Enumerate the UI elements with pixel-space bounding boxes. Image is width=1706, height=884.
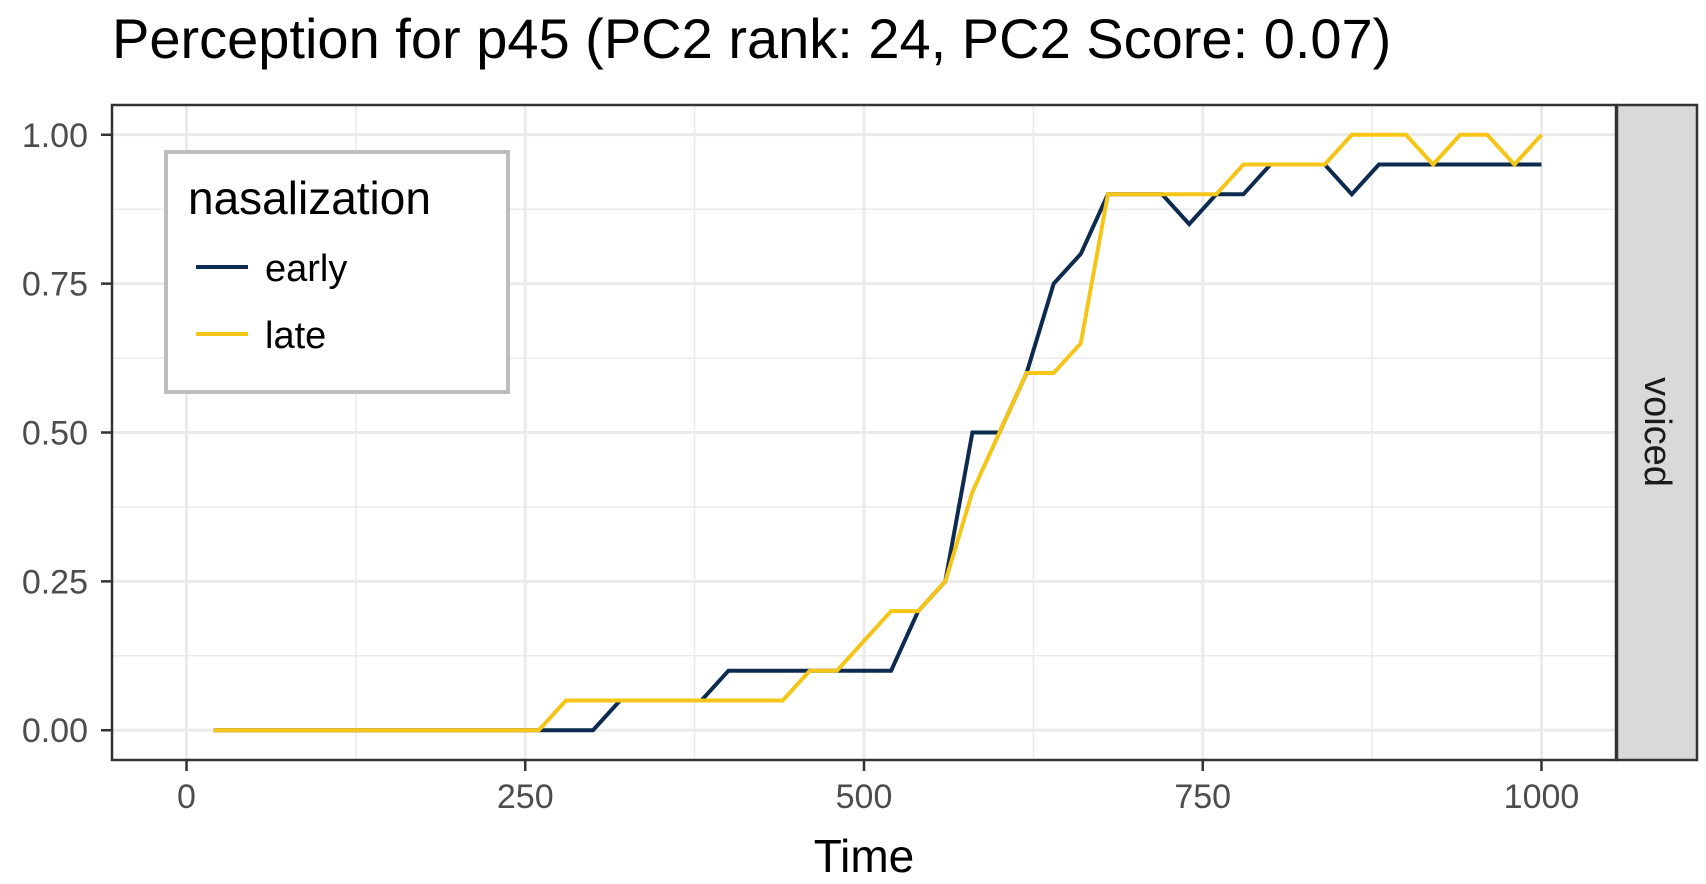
chart-title: Perception for p45 (PC2 rank: 24, PC2 Sc…	[112, 7, 1391, 70]
y-tick-label: 0.00	[22, 712, 88, 750]
x-tick-label: 0	[177, 778, 196, 816]
legend-label-late: late	[265, 315, 326, 357]
legend: nasalization early late	[164, 150, 510, 394]
legend-box	[164, 150, 510, 394]
legend-label-early: early	[265, 248, 347, 290]
series-line-late	[213, 132, 1543, 733]
y-tick-label: 1.00	[22, 117, 88, 155]
y-axis: 0.00 0.25 0.50 0.75 1.00	[22, 117, 112, 750]
facet-strip-background	[1615, 103, 1699, 762]
y-tick-label: 0.25	[22, 563, 88, 601]
x-axis: 0 250 500 750 1000	[177, 760, 1579, 816]
series-lines	[213, 132, 1543, 733]
x-tick-label: 500	[836, 778, 893, 816]
x-axis-title: Time	[814, 830, 915, 882]
x-tick-label: 250	[497, 778, 554, 816]
x-tick-label: 1000	[1504, 778, 1580, 816]
x-tick-label: 750	[1174, 778, 1231, 816]
legend-title: nasalization	[188, 172, 431, 224]
y-tick-label: 0.75	[22, 266, 88, 304]
y-tick-label: 0.50	[22, 415, 88, 453]
facet-strip-label: voiced	[1636, 377, 1678, 487]
facet-strip: voiced	[1615, 103, 1699, 762]
